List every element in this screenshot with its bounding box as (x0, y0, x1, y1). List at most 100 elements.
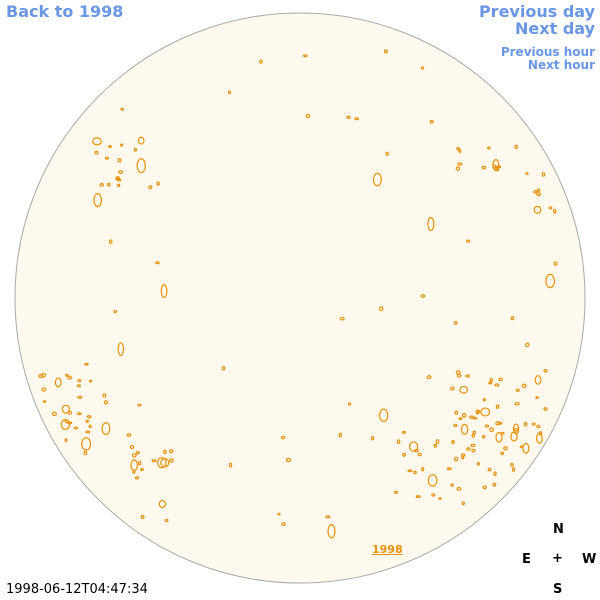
solar-disk (14, 12, 586, 584)
contour (76, 412, 82, 416)
contour (498, 377, 503, 382)
contour (515, 388, 520, 392)
contour (347, 402, 352, 406)
contour (148, 185, 153, 190)
contour (482, 485, 487, 490)
contour (102, 393, 107, 398)
contour (228, 462, 233, 468)
contour (137, 136, 145, 145)
contour (84, 362, 89, 366)
contour (346, 115, 351, 120)
contour (548, 206, 553, 210)
contour (460, 423, 469, 435)
contour (81, 437, 92, 451)
contour (106, 182, 111, 187)
contour (117, 342, 125, 356)
contour (465, 374, 471, 378)
contour (511, 467, 516, 472)
contour (277, 512, 281, 516)
contour (379, 408, 389, 423)
contour (457, 162, 463, 166)
contour (86, 415, 92, 419)
contour (129, 444, 135, 450)
contour (534, 375, 542, 385)
contour (413, 470, 417, 475)
contour (450, 483, 454, 487)
contour (469, 415, 474, 419)
contour (163, 449, 167, 454)
contour (433, 443, 438, 448)
contour (524, 342, 530, 348)
disk-label-link[interactable]: 1998 (372, 543, 403, 556)
contour (108, 239, 113, 245)
contour (455, 166, 461, 171)
contour (120, 107, 125, 111)
contour (134, 476, 140, 480)
contour (156, 181, 160, 186)
contour (503, 446, 508, 451)
contour (108, 144, 112, 149)
contour (536, 424, 541, 429)
contour (135, 450, 140, 455)
contour (42, 400, 47, 403)
contour (169, 458, 174, 463)
contour (531, 422, 536, 426)
contour (426, 375, 432, 380)
timestamp: 1998-06-12T04:47:34 (6, 582, 148, 597)
contour (472, 430, 477, 435)
contour (446, 467, 452, 471)
contour (119, 143, 124, 147)
contour (140, 515, 145, 519)
contour (487, 146, 491, 150)
contour (466, 239, 471, 243)
contour (510, 316, 515, 321)
contour (510, 462, 514, 467)
contour (41, 387, 47, 392)
contour (117, 183, 121, 188)
contour (500, 451, 505, 456)
contour (370, 436, 375, 441)
back-link[interactable]: Back to 1998 (6, 2, 124, 21)
contour (305, 113, 311, 119)
contour (533, 205, 542, 214)
contour (93, 193, 103, 208)
contour (481, 165, 487, 170)
contour (51, 411, 57, 417)
next-hour-link[interactable]: Next hour (527, 58, 595, 72)
contour (285, 457, 292, 463)
contour (533, 189, 538, 194)
contour (458, 149, 462, 153)
contour (77, 395, 83, 399)
contour (164, 518, 169, 523)
contour (136, 158, 146, 174)
contour (77, 379, 82, 383)
contour (132, 470, 136, 474)
contour (281, 522, 286, 527)
contour (427, 217, 435, 232)
compass-north: N (553, 522, 564, 537)
compass-south: S (553, 582, 563, 597)
contour (158, 499, 166, 509)
contour (519, 445, 524, 449)
contour (495, 421, 501, 426)
contour (438, 497, 442, 500)
contour (429, 120, 434, 124)
contour (450, 386, 455, 391)
contour (169, 449, 174, 454)
contour (60, 419, 71, 430)
contour (92, 137, 102, 146)
next-day-link[interactable]: Next day (515, 19, 595, 38)
contour (492, 482, 497, 487)
contour (64, 438, 68, 443)
compass-east: E (522, 552, 531, 567)
previous-hour-link[interactable]: Previous hour (500, 45, 595, 59)
contour (513, 428, 519, 432)
contour (522, 442, 530, 454)
previous-day-link[interactable]: Previous day (478, 2, 595, 21)
contour (394, 490, 399, 494)
contour (280, 435, 286, 440)
contour (227, 90, 232, 95)
contour (420, 294, 426, 298)
contour (118, 170, 124, 175)
